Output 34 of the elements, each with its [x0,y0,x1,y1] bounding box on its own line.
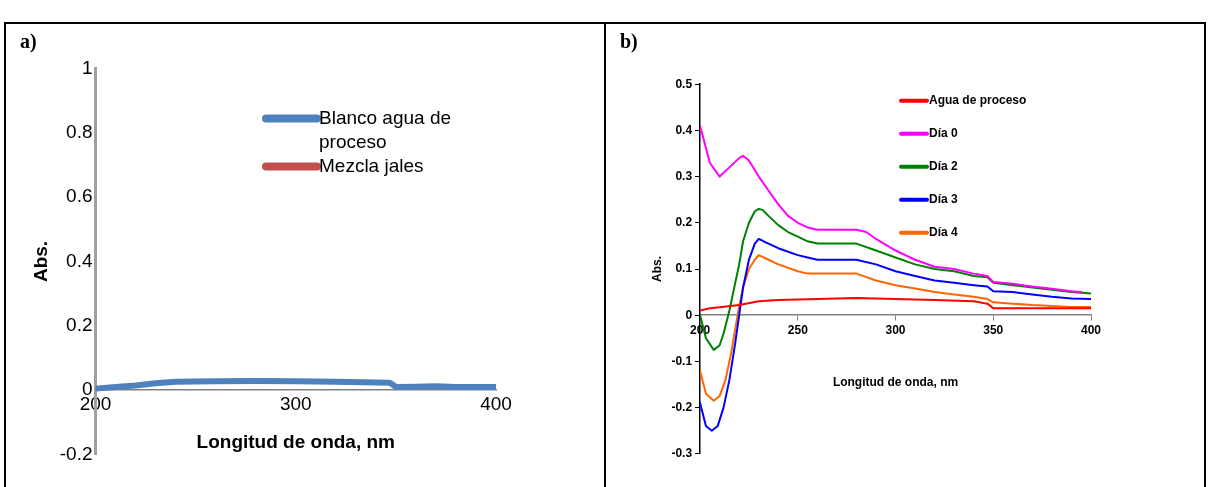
y-tick-label: -0.3 [671,446,693,461]
legend-label: Día 4 [929,225,959,240]
y-tick-label: 0.2 [675,215,693,230]
legend-label: Blanco agua de proceso [319,106,452,152]
x-tick-label: 300 [885,322,906,337]
legend-label: Día 3 [929,192,959,207]
legend-label: Agua de proceso [929,93,1027,108]
y-tick-label: 0.1 [675,261,693,276]
x-tick-label: 300 [279,392,312,414]
x-axis-title: Longitud de onda, nm [832,375,959,390]
y-tick-label: 0.6 [66,185,93,207]
legend-label: Día 2 [929,159,959,174]
x-tick-label: 350 [983,322,1004,337]
y-tick-label: 0.5 [675,76,693,91]
y-tick-label: 0.4 [675,122,693,137]
x-tick-label: 400 [1080,322,1102,337]
y-axis-title: Abs. [649,255,664,283]
y-tick-label: -0.1 [671,353,693,368]
y-tick-label: 1 [81,56,93,78]
y-tick-label: 0.3 [675,168,693,183]
y-axis-title: Abs. [29,240,51,283]
y-tick-label: -0.2 [59,442,93,464]
x-tick-label: 250 [787,322,809,337]
chart-title: a) [20,30,37,53]
y-tick-label: 0.4 [66,249,93,271]
legend-label: Día 0 [929,126,959,141]
y-tick-label: 0.8 [66,121,93,142]
legend-label: Mezcla jales [319,154,424,176]
x-tick-label: 400 [480,392,512,414]
chart-title: b) [620,30,638,53]
y-tick-label: 0.2 [66,314,93,336]
y-tick-label: 0 [685,307,693,322]
y-tick-label: -0.2 [671,399,693,414]
x-axis-title: Longitud de onda, nm [196,430,395,452]
